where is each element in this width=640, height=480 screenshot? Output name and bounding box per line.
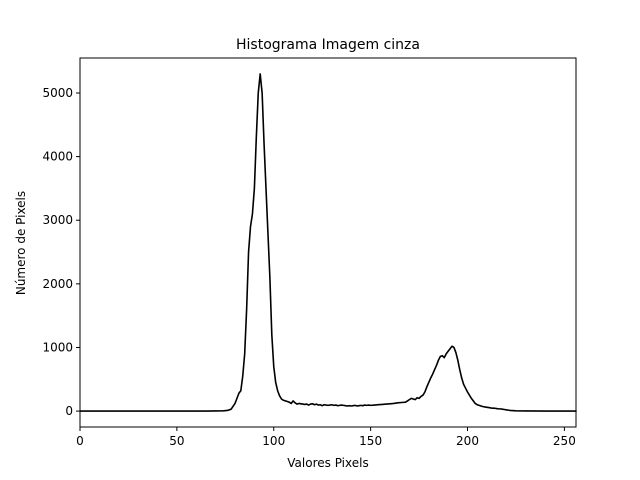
x-tick-label: 0 <box>76 434 84 448</box>
x-tick-label: 250 <box>553 434 576 448</box>
y-tick-label: 2000 <box>42 277 73 291</box>
x-tick-label: 100 <box>262 434 285 448</box>
y-tick-label: 4000 <box>42 150 73 164</box>
x-axis-label: Valores Pixels <box>287 456 368 470</box>
y-tick-label: 1000 <box>42 340 73 354</box>
y-tick-label: 0 <box>65 404 73 418</box>
y-tick-label: 5000 <box>42 86 73 100</box>
x-tick-label: 200 <box>456 434 479 448</box>
chart-title: Histograma Imagem cinza <box>236 37 420 53</box>
y-tick-label: 3000 <box>42 213 73 227</box>
x-tick-label: 50 <box>169 434 184 448</box>
plot-area <box>79 73 577 412</box>
axis-ticks: 0 50 100 150 200 250 0 1000 2000 3000 4000 5000 <box>42 86 575 448</box>
y-axis-label: Número de Pixels <box>14 191 28 295</box>
x-tick-label: 150 <box>359 434 382 448</box>
axes-frame <box>79 57 577 428</box>
histogram-series-line <box>79 73 577 412</box>
